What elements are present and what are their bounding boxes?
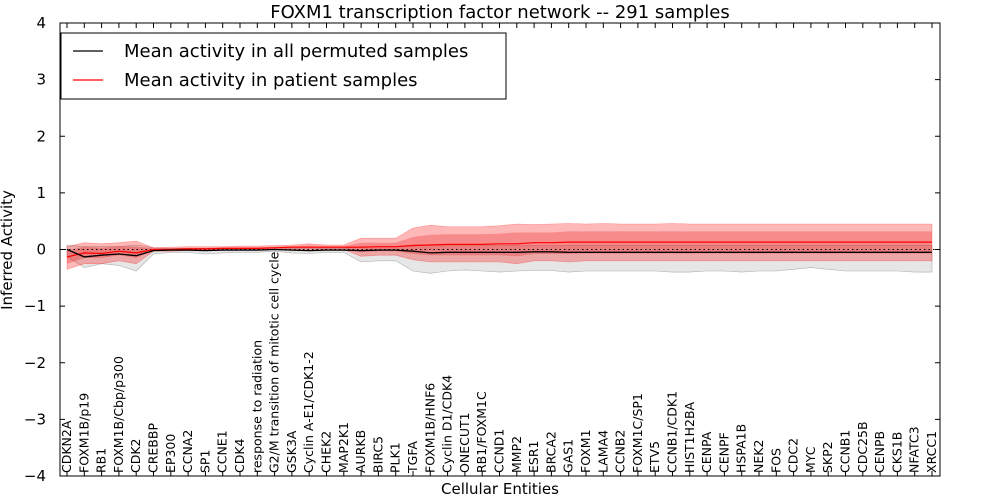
x-tick-label: CDK2	[128, 438, 143, 473]
x-tick-label: BRCA2	[543, 431, 558, 473]
x-tick-label: FOXM1B/Cbp/p300	[111, 356, 126, 473]
x-tick-label: ONECUT1	[457, 412, 472, 473]
x-tick-label: CCNB1/CDK1	[665, 391, 680, 473]
x-tick-label: TGFA	[405, 441, 420, 474]
series-line-patient	[66, 241, 932, 258]
x-tick-label: FOXM1	[578, 429, 593, 473]
x-tick-label: CHEK2	[319, 431, 334, 473]
y-tick-label: 2	[36, 127, 46, 145]
x-tick-label: CKS1B	[889, 432, 904, 473]
y-tick-label: 1	[36, 184, 46, 202]
x-tick-label: MMP2	[509, 436, 524, 473]
x-tick-label: Cyclin A-E1/CDK1-2	[301, 351, 316, 473]
x-tick-label: FOXM1B/HNF6	[422, 383, 437, 473]
x-tick-label: NEK2	[751, 440, 766, 473]
x-tick-label: CCNA2	[180, 430, 195, 473]
series-line-permuted	[66, 248, 932, 258]
x-tick-label: CENPF	[716, 432, 731, 473]
x-tick-label: EP300	[163, 434, 178, 473]
legend: Mean activity in all permuted samples Me…	[60, 32, 507, 100]
x-tick-label: G2/M transition of mitotic cell cycle	[267, 251, 282, 473]
x-tick-label: CCNE1	[215, 430, 230, 473]
y-tick-label: −2	[24, 354, 46, 372]
x-tick-label: HSPA1B	[734, 424, 749, 473]
patient-inner-band	[67, 231, 932, 264]
legend-label-permuted: Mean activity in all permuted samples	[124, 41, 468, 62]
y-axis-label-group: Inferred Activity	[0, 190, 16, 310]
x-tick-label: BIRC5	[370, 436, 385, 473]
y-tick-label: 3	[36, 71, 46, 89]
x-tick-label: XRCC1	[924, 431, 939, 473]
x-tick-label: CDC2	[786, 438, 801, 473]
x-tick-label: RB1/FOXM1C	[474, 391, 489, 473]
x-tick-label: GAS1	[561, 439, 576, 473]
y-tick-label: −3	[24, 410, 46, 428]
x-tick-label: NFATC3	[907, 426, 922, 473]
x-tick-label: CREBBP	[146, 423, 161, 473]
x-tick-label: ESR1	[526, 441, 541, 473]
x-axis-label: Cellular Entities	[441, 480, 559, 498]
x-tick-label: HIST1H2BA	[682, 401, 697, 473]
x-tick-label: GSK3A	[284, 430, 299, 473]
x-tick-label: PLK1	[388, 442, 403, 473]
x-tick-label: AURKB	[353, 430, 368, 473]
x-tick-label: CDK4	[232, 438, 247, 473]
y-axis-label: Inferred Activity	[0, 190, 16, 310]
x-tick-label: CENPB	[872, 431, 887, 473]
y-tick-label: 4	[36, 14, 46, 32]
x-tick-label: FOS	[768, 448, 783, 473]
y-tick-label: 0	[36, 241, 46, 259]
x-tick-label: FOXM1C/SP1	[630, 393, 645, 473]
x-tick-label: ETV5	[647, 441, 662, 473]
x-tick-label: FOXM1B/p19	[76, 393, 91, 473]
x-tick-label: SKP2	[820, 441, 835, 473]
x-tick-label: Cyclin D1/CDK4	[440, 375, 455, 473]
y-tick-label: −4	[24, 467, 46, 485]
x-tick-label: response to radiation	[249, 340, 264, 473]
y-axis: −4 −3 −2 −1 0 1 2 3 4	[24, 14, 940, 485]
x-tick-label: MYC	[803, 446, 818, 473]
legend-label-patient: Mean activity in patient samples	[124, 70, 418, 91]
x-tick-label: SP1	[197, 450, 212, 473]
x-tick-label: LAMA4	[595, 430, 610, 473]
x-tick-label: CDC25B	[855, 421, 870, 473]
y-tick-label: −1	[24, 297, 46, 315]
x-axis: CDKN2A FOXM1B/p19 RB1 FOXM1B/Cbp/p300 CDK2 CR…	[59, 23, 939, 476]
x-tick-label: CCND1	[492, 429, 507, 473]
x-tick-label: CDKN2A	[59, 420, 74, 473]
x-tick-label: CCNB1	[838, 430, 853, 473]
x-tick-label: CENPA	[699, 431, 714, 473]
x-tick-label: MAP2K1	[336, 422, 351, 473]
x-tick-label: RB1	[94, 448, 109, 473]
chart-title: FOXM1 transcription factor network -- 29…	[270, 2, 730, 23]
x-tick-label: CCNB2	[613, 430, 628, 473]
plot-area	[60, 223, 940, 274]
legend-box	[60, 32, 507, 100]
